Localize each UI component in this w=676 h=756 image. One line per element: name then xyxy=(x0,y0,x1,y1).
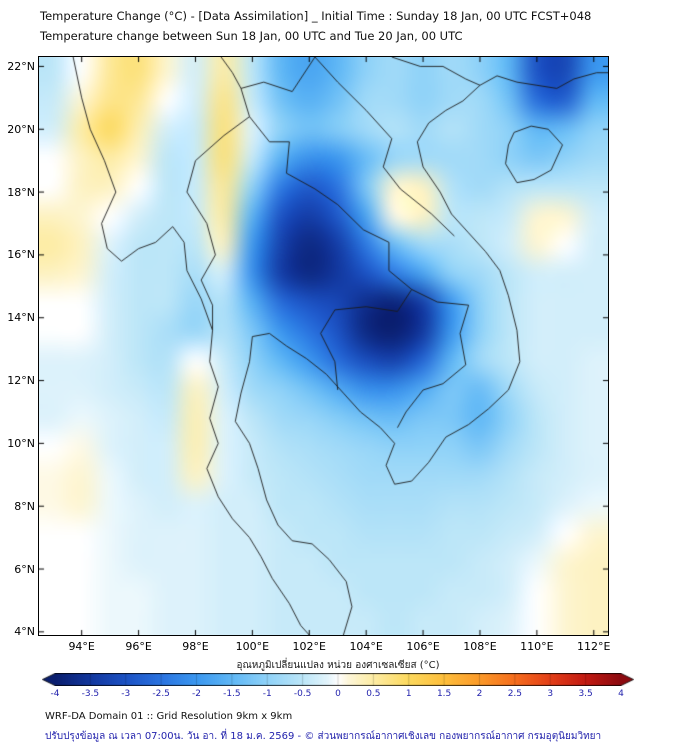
colorbar-title: อุณหภูมิเปลี่ยนแปลง หน่วย องศาเซลเซียส (… xyxy=(236,660,440,671)
colorbar-tick-label: 1.5 xyxy=(436,689,452,699)
colorbar-tick-label: -1 xyxy=(262,689,272,699)
colorbar-tick-label: 3.5 xyxy=(578,689,593,699)
y-axis-tick-label: 10°N xyxy=(7,436,35,450)
y-axis-tick-label: 18°N xyxy=(7,185,35,199)
x-axis-tick-label: 108°E xyxy=(463,640,497,653)
x-axis-tick-label: 94°E xyxy=(68,640,95,653)
colorbar-tick-label: 2.5 xyxy=(507,689,523,699)
footer-domain-info: WRF-DA Domain 01 :: Grid Resolution 9km … xyxy=(45,711,293,722)
colorbar xyxy=(42,673,634,686)
y-axis-tick-label: 16°N xyxy=(7,248,35,262)
colorbar-tick-label: -3.5 xyxy=(81,689,100,699)
temperature-heatmap-canvas xyxy=(39,57,608,635)
colorbar-tick-label: 4 xyxy=(618,689,624,699)
y-axis-tick-label: 12°N xyxy=(7,374,35,388)
x-axis-tick-label: 106°E xyxy=(406,640,440,653)
y-axis-tick-label: 22°N xyxy=(7,59,35,73)
colorbar-tick-label: -0.5 xyxy=(293,689,312,699)
x-axis-tick-label: 98°E xyxy=(182,640,209,653)
x-axis-tick-label: 96°E xyxy=(125,640,152,653)
x-axis-tick-label: 104°E xyxy=(349,640,383,653)
y-axis-tick-label: 8°N xyxy=(14,499,35,513)
colorbar-tick-label: 2 xyxy=(476,689,483,699)
colorbar-tick-label: -4 xyxy=(50,689,60,699)
y-axis-tick-label: 14°N xyxy=(7,311,35,325)
footer-credit: ปรับปรุงข้อมูล ณ เวลา 07:00น. วัน อา. ที… xyxy=(45,731,602,742)
colorbar-tick-label: -1.5 xyxy=(223,689,241,699)
x-axis-tick-label: 110°E xyxy=(520,640,554,653)
y-axis-tick-label: 4°N xyxy=(14,625,35,639)
colorbar-tick-label: 3 xyxy=(547,689,554,699)
y-axis-tick-label: 6°N xyxy=(14,562,35,576)
y-axis-tick-label: 20°N xyxy=(7,122,35,136)
colorbar-tick-label: 0.5 xyxy=(366,689,381,699)
x-axis-tick-label: 102°E xyxy=(292,640,326,653)
map-plot-area xyxy=(38,56,609,636)
colorbar-tick-label: -2.5 xyxy=(152,689,170,699)
x-axis-tick-label: 112°E xyxy=(577,640,611,653)
map-title: Temperature Change (°C) - [Data Assimila… xyxy=(40,9,592,23)
x-axis-tick-label: 100°E xyxy=(235,640,270,653)
colorbar-tick-label: -3 xyxy=(121,689,131,699)
colorbar-tick-label: 1 xyxy=(405,689,412,699)
colorbar-tick-label: -2 xyxy=(192,689,201,699)
colorbar-tick-label: 0 xyxy=(335,689,341,699)
map-subtitle: Temperature change between Sun 18 Jan, 0… xyxy=(40,29,463,43)
